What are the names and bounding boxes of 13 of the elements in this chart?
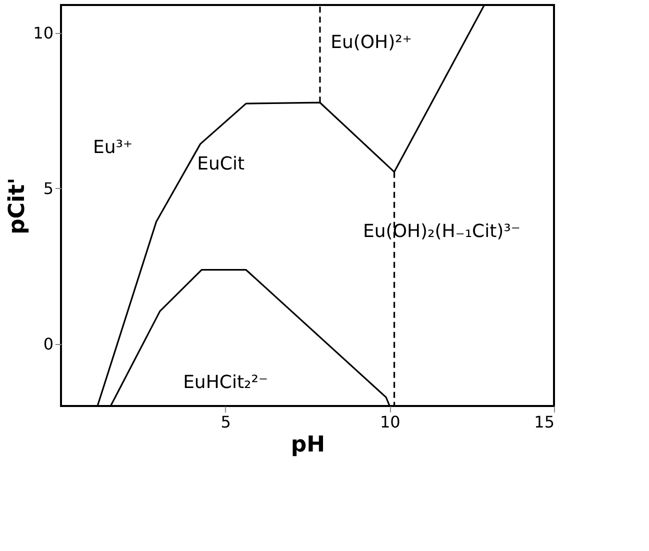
y-tick-label: 10 (33, 23, 54, 42)
annotation: Eu(OH)²⁺ (330, 32, 412, 53)
annotation: EuCit (197, 154, 245, 175)
y-tick-label: 0 (43, 334, 54, 354)
annotation: Eu(OH)₂(H₋₁Cit)³⁻ (363, 220, 520, 242)
x-tick-label: 10 (380, 412, 400, 432)
x-axis-title: pH (290, 432, 326, 458)
x-tick-label: 5 (220, 412, 231, 432)
x-tick-label: 15 (534, 412, 554, 432)
annotation: Eu³⁺ (92, 136, 132, 158)
y-tick-label: 5 (43, 178, 54, 198)
annotation: EuHCit₂²⁻ (183, 372, 268, 393)
y-axis-title: pCit' (5, 178, 30, 234)
